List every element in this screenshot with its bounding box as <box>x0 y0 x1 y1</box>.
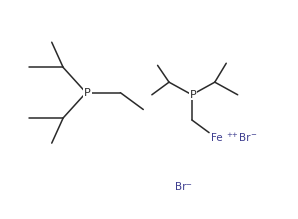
Text: Fe: Fe <box>210 133 222 143</box>
Text: P: P <box>84 88 91 98</box>
Text: Br: Br <box>175 182 186 192</box>
Text: Br: Br <box>239 133 251 143</box>
Text: −: − <box>250 132 256 138</box>
Text: ++: ++ <box>226 132 238 138</box>
Text: −: − <box>186 182 192 188</box>
Text: P: P <box>190 90 196 100</box>
